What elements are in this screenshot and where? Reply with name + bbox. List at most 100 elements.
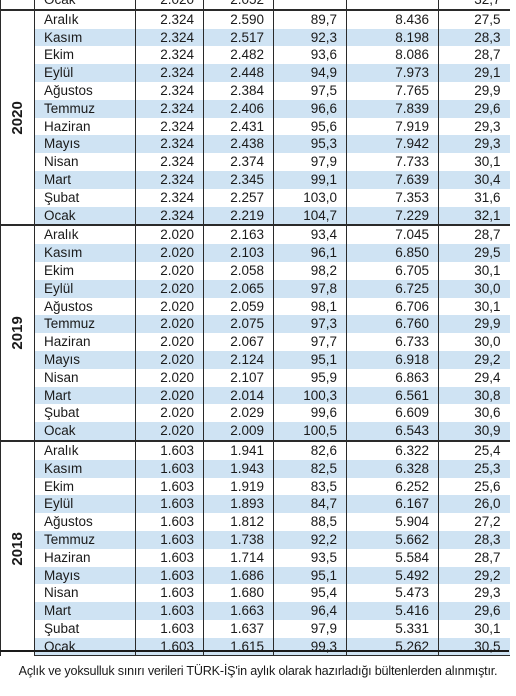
value-cell: 1.686 [203,566,274,585]
month-cell: Kasım [34,28,136,47]
value-cell: 1.603 [135,530,204,549]
value-cell: 97,9 [273,619,347,638]
month-cell: Ağustos [34,297,136,316]
value-cell: 2.103 [203,244,274,262]
value-cell: 2.020 [135,224,204,245]
value-cell: 32,1 [438,206,510,226]
table-row: Mayıs 2.020 2.124 95,1 6.918 29,2 [1,350,510,369]
year-label: 2018 [8,532,26,566]
value-cell: 7.229 [346,206,439,226]
year-label: 2019 [8,316,26,350]
footnote: Açlık ve yoksulluk sınırı verileri TÜRK-… [18,664,498,678]
value-cell: 2.431 [203,117,274,136]
value-cell: 96,6 [273,99,347,118]
value-cell: 100,5 [273,422,347,441]
month-cell: Şubat [34,188,136,207]
value-cell: 2.059 [203,297,274,316]
value-cell: 2.482 [203,46,274,65]
value-cell: 28,7 [474,549,501,565]
value-cell: 1.603 [135,584,204,603]
table-row: Temmuz 2.020 2.075 97,3 6.760 29,9 [1,315,510,334]
value-cell: 2.107 [203,368,274,387]
value-cell: 29,9 [438,315,510,334]
value-cell: 2.590 [203,8,274,29]
value-cell: 103,0 [273,188,347,207]
value-cell: 95,3 [273,135,347,154]
value-cell: 2.324 [135,153,204,171]
value-cell: 7.919 [346,117,439,136]
value-cell: 30,1 [474,262,501,278]
month-cell: Nisan [34,368,136,387]
value-cell: 82,6 [273,439,347,460]
value-cell: 2.324 [135,135,204,154]
table-row: Ocak 2.324 2.219 104,7 7.229 32,1 [1,206,510,226]
month-cell: Ocak [34,206,136,226]
value-cell: 95,1 [273,350,347,369]
value-cell: 29,2 [438,566,510,585]
value-cell: 2.406 [203,99,274,118]
value-cell: 2.020 [135,368,204,387]
year-label-cell [0,0,35,10]
table-row: Mart 1.603 1.663 96,4 5.416 29,6 [1,602,510,620]
value-cell: 25,4 [438,439,510,460]
month-cell: Haziran [34,548,136,567]
value-cell: 2.219 [203,206,274,226]
value-cell: 1.603 [135,513,204,531]
value-cell: 2.020 [135,261,204,280]
value-cell: 1.738 [203,530,274,549]
value-cell: 8.198 [346,28,439,47]
value-cell: 6.918 [346,350,439,369]
value-cell: 5.492 [346,566,439,585]
wage-table: Ocak2.0202.05232,72020Aralık2.3242.59089… [0,0,510,657]
year-label: 2020 [8,100,26,135]
month-cell: Nisan [34,584,136,603]
value-cell: 2.448 [203,64,274,82]
value-cell: 5.473 [346,584,439,603]
value-cell: 2.029 [203,404,274,423]
value-cell: 6.252 [346,477,439,496]
value-cell: 29,6 [438,602,510,620]
value-cell: 8.436 [346,8,439,29]
value-cell: 29,6 [438,99,510,118]
value-cell: 30,1 [474,298,501,314]
table-row: Şubat 2.324 2.257 103,0 7.353 31,6 [1,188,510,207]
table-row: Ekim 1.603 1.919 83,5 6.252 25,6 [1,477,510,496]
value-cell: 7.639 [346,170,439,189]
month-cell: Kasım [34,459,136,478]
month-cell: Aralık [34,224,136,245]
value-cell: 2.020 [135,422,204,441]
value-cell: 1.919 [203,477,274,496]
value-cell: 96,4 [273,602,347,620]
table-row: Haziran 1.603 1.714 93,5 5.584 28,7 [1,548,510,567]
value-cell: 2.014 [203,386,274,405]
table-row: Şubat 2.020 2.029 99,6 6.609 30,6 [1,404,510,423]
value-cell: 1.663 [203,602,274,620]
value-cell: 1.603 [135,495,204,514]
value-cell: 7.973 [346,64,439,82]
value-cell: 89,7 [273,8,347,29]
table-row: Mayıs 2.324 2.438 95,3 7.942 29,3 [1,135,510,154]
value-cell: 2.052 [203,0,274,10]
table-row: Kasım 2.324 2.517 92,3 8.198 28,3 [1,28,510,47]
month-cell: Ocak [34,422,136,441]
value-cell: 1.615 [203,637,274,657]
value-cell: 2.324 [135,28,204,47]
month-cell: Ağustos [34,81,136,100]
value-cell: 97,8 [273,279,347,298]
value-cell: 97,7 [273,333,347,351]
value-cell: 2.257 [203,188,274,207]
footnote-rule [0,650,509,652]
month-cell: Aralık [34,439,136,460]
value-cell: 1.603 [135,477,204,496]
value-cell: 25,6 [474,478,501,494]
month-cell: Aralık [34,8,136,29]
value-cell: 2.324 [135,117,204,136]
value-cell: 30,8 [438,386,510,405]
value-cell: 1.680 [203,584,274,603]
table-row: Şubat 1.603 1.637 97,9 5.331 30,1 [1,619,510,638]
value-cell: 30,5 [438,637,510,657]
value-cell: 2.163 [203,224,274,245]
value-cell: 2.075 [203,315,274,334]
value-cell: 1.603 [135,459,204,478]
value-cell: 2.324 [135,206,204,226]
